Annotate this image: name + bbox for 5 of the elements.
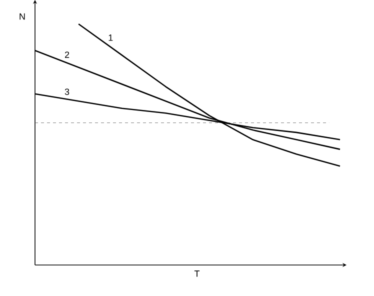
series-label: 1 <box>108 34 113 41</box>
series-label: 2 <box>64 52 70 58</box>
series-label: 3 <box>64 88 70 95</box>
y-axis-title: N <box>20 13 25 20</box>
x-axis-title: T <box>194 270 200 277</box>
